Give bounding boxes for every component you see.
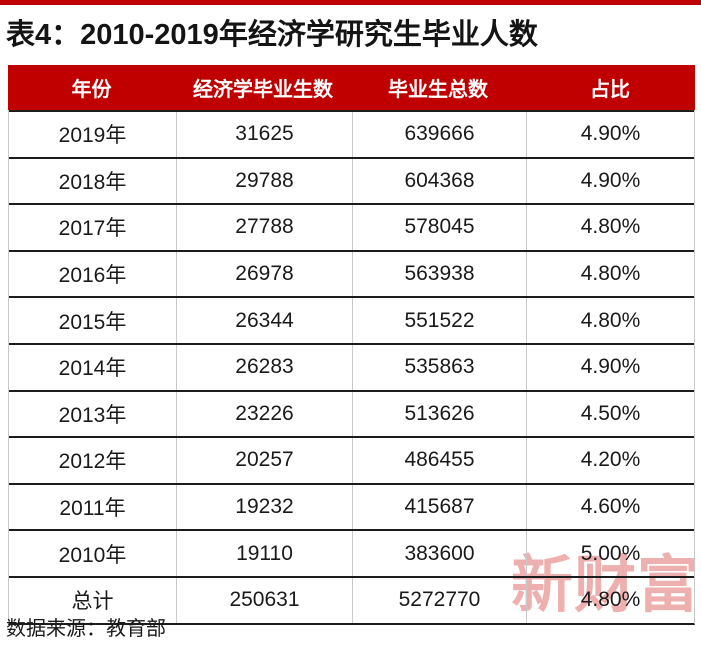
table-cell: 563938 (352, 251, 526, 297)
table-cell: 2011年 (59, 497, 126, 521)
table-cell: 4.50% (526, 391, 694, 437)
table-cell: 639666 (352, 112, 526, 157)
column-header-year: 年份 (71, 79, 112, 101)
table-cell: 27788 (176, 205, 352, 250)
table-row: 2015年 26344 551522 4.80% (9, 296, 694, 343)
table-cell: 19110 (176, 531, 352, 576)
table-row: 2012年 20257 486455 4.20% (9, 436, 694, 483)
table-cell: 415687 (352, 484, 526, 530)
table-cell: 2013年 (58, 403, 127, 427)
table-cell: 4.20% (526, 438, 694, 483)
table-row: 2016年 26978 563938 4.80% (9, 249, 694, 297)
table-cell: 5272770 (352, 577, 526, 623)
data-source-note: 数据来源：教育部 (6, 618, 166, 640)
table-row: 2013年 23226 513626 4.50% (9, 389, 694, 437)
table-body: 2019年 31625 639666 4.90% 2018年 29788 604368 4.9… (8, 110, 695, 625)
table-cell: 383600 (352, 531, 526, 576)
table-cell: 2018年 (58, 170, 127, 194)
table-cell: 2016年 (58, 264, 127, 288)
table-cell: 4.80% (526, 577, 694, 623)
table-cell: 535863 (352, 344, 526, 390)
table-row: 总计 250631 5272770 4.80% (9, 575, 694, 623)
table-cell: 2010年 (58, 543, 127, 567)
table-cell: 23226 (176, 391, 352, 437)
table-cell: 26283 (176, 344, 352, 390)
table-cell: 513626 (352, 391, 526, 437)
table-header-row: 年份 经济学毕业生数 毕业生总数 占比 (8, 65, 695, 110)
table-cell: 26344 (176, 298, 352, 343)
table-cell: 4.90% (526, 158, 694, 204)
table-row: 2014年 26283 535863 4.90% (9, 342, 694, 390)
table-row: 2018年 29788 604368 4.90% (9, 156, 694, 204)
table-cell: 604368 (352, 158, 526, 204)
table-cell: 250631 (176, 577, 352, 623)
table-cell: 2015年 (58, 310, 127, 334)
table-cell: 551522 (352, 298, 526, 343)
table-cell: 4.90% (526, 344, 694, 390)
table-cell: 4.90% (526, 112, 694, 157)
table-cell: 20257 (176, 438, 352, 483)
table-cell: 2017年 (58, 217, 127, 241)
top-accent-strip (0, 0, 701, 5)
table-cell: 4.60% (526, 484, 694, 530)
column-header-share: 占比 (590, 79, 630, 101)
table-row: 2019年 31625 639666 4.90% (9, 110, 694, 157)
table-cell: 5.00% (526, 531, 694, 576)
table-cell: 4.80% (526, 251, 694, 297)
table-row: 2010年 19110 383600 5.00% (9, 529, 694, 576)
table-cell: 19232 (176, 484, 352, 530)
table-cell: 486455 (352, 438, 526, 483)
table-cell: 2014年 (58, 357, 127, 381)
table-cell: 2012年 (58, 450, 127, 474)
table-cell: 31625 (176, 112, 352, 157)
table-row: 2011年 19232 415687 4.60% (9, 482, 694, 530)
table-cell: 29788 (176, 158, 352, 204)
page-title: 表4：2010-2019年经济学研究生毕业人数 (6, 19, 538, 51)
table-cell: 4.80% (526, 205, 694, 250)
table-row: 2017年 27788 578045 4.80% (9, 203, 694, 250)
table-cell: 总计 (71, 590, 114, 614)
table-cell: 578045 (352, 205, 526, 250)
column-header-total-graduates: 毕业生总数 (388, 79, 488, 101)
data-table: 年份 经济学毕业生数 毕业生总数 占比 2019年 31625 639666 4.90… (8, 65, 695, 625)
column-header-econ-graduates: 经济学毕业生数 (193, 79, 333, 101)
table-cell: 26978 (176, 251, 352, 297)
table-cell: 2019年 (58, 124, 127, 148)
table-cell: 4.80% (526, 298, 694, 343)
